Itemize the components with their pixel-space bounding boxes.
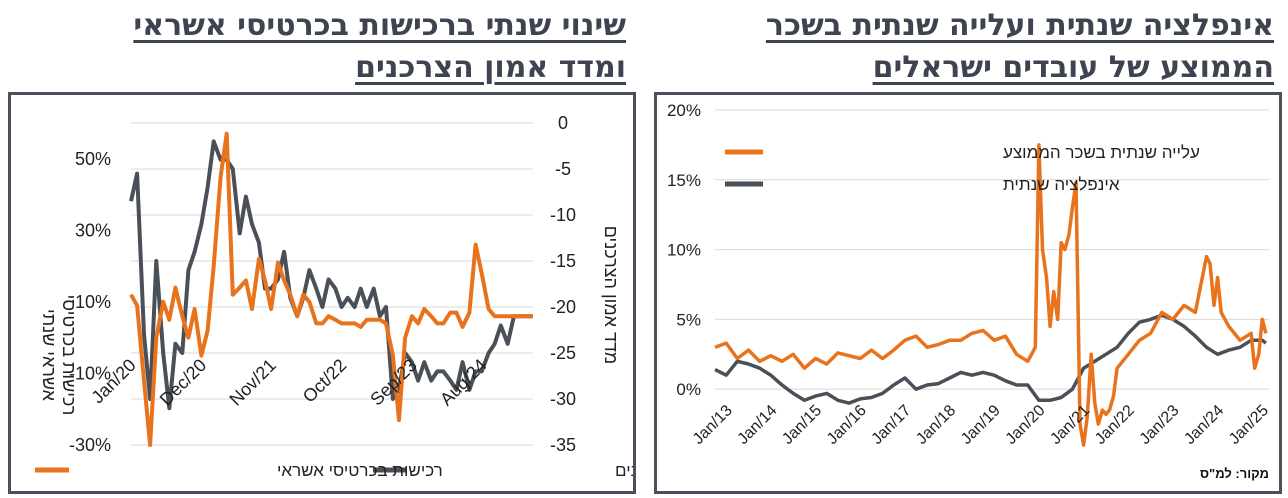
right-y-tick-label: 0 — [558, 113, 568, 133]
right-x-tick-label: Jan/14 — [735, 402, 781, 448]
right-chart-y-tick-label: 15% — [667, 171, 701, 190]
right-x-tick-label: Jan/23 — [1137, 402, 1183, 448]
left-chart-title-line1: שינוי שנתי ברכישות בכרטיסי אשראי — [133, 8, 626, 43]
right-y-tick-label: -35 — [550, 435, 576, 455]
left-chart-title-line2: ומדד אמון הצרכנים — [355, 50, 626, 85]
right-y-tick-label: -5 — [555, 159, 571, 179]
left-x-tick-label: Nov/21 — [225, 355, 279, 409]
right-x-tick-label: Jan/19 — [958, 402, 1004, 448]
left-y-tick-label: 50% — [75, 149, 111, 169]
right-chart-y-tick-label: 0% — [676, 380, 701, 399]
right-y-tick-label: -25 — [550, 343, 576, 363]
right-chart-title-line1: אינפלציה שנתית ועלייה שנתית בשכר — [765, 8, 1274, 43]
legend-credit-card-label: רכישות בכרטיסי אשראי — [277, 461, 443, 480]
legend-inflation-label: אינפלציה שנתית — [1003, 175, 1120, 194]
left-axis-label-line1: רכישות בכרטיסי — [59, 295, 79, 416]
left-y-tick-label: -30% — [69, 435, 111, 455]
right-y-tick-label: -15 — [550, 251, 576, 271]
right-y-tick-label: -20 — [550, 297, 576, 317]
source-note: מקור: למ"ס — [1199, 466, 1269, 481]
series-consumer-confidence-line — [129, 139, 533, 411]
series-credit-card-line — [129, 131, 533, 447]
right-chart-y-tick-label: 20% — [667, 101, 701, 120]
right-chart-y-tick-label: 10% — [667, 241, 701, 260]
left-chart-panel: 50% 30% 10% -10% -30% 0 -5 -10 -15 -20 -25 -30 -35 … — [8, 92, 746, 494]
left-y-tick-label: 30% — [75, 220, 111, 240]
right-x-tick-label: Jan/16 — [824, 402, 870, 448]
right-x-tick-label: Jan/18 — [913, 402, 959, 448]
legend-consumer-confidence-label: מדד אמון הצרכנים — [615, 461, 633, 480]
series-wage-growth-line — [714, 143, 1268, 447]
right-x-tick-label: Jan/20 — [1003, 402, 1049, 448]
right-chart-y-tick-label: 5% — [676, 310, 701, 329]
left-axis-label-line2: אשראי שנתי — [39, 309, 59, 402]
right-x-tick-label: Jan/15 — [779, 402, 825, 448]
right-x-tick-label: Jan/17 — [869, 402, 915, 448]
right-x-tick-label: Jan/24 — [1181, 402, 1227, 448]
legend-wage-growth-label: עלייה שנתית בשכר הממוצע — [1003, 143, 1200, 162]
right-y-tick-label: -10 — [550, 205, 576, 225]
right-chart-panel: 20% 15% 10% 5% 0% Jan/13 Jan/14 Jan/15 Jan/16 Ja… — [654, 92, 1282, 494]
left-chart-svg: 50%30%10%-10%-30% 0-5-10-15-20-25-30-35 … — [35, 113, 746, 480]
right-chart-title-line2: הממוצע של עובדים ישראלים — [872, 50, 1274, 85]
right-y-tick-label: -30 — [550, 389, 576, 409]
left-y-tick-label: 10% — [75, 292, 111, 312]
left-y-tick-label: -10% — [69, 363, 111, 383]
series-inflation-line — [714, 313, 1267, 405]
right-axis-label: מדד אמון הצרכנים — [601, 226, 621, 365]
right-x-tick-label: Jan/13 — [690, 402, 736, 448]
right-x-tick-label: Jan/25 — [1226, 402, 1272, 448]
right-chart-svg: 20%15%10%5%0% Jan/13Jan/14Jan/15Jan/16Ja… — [667, 101, 1272, 448]
